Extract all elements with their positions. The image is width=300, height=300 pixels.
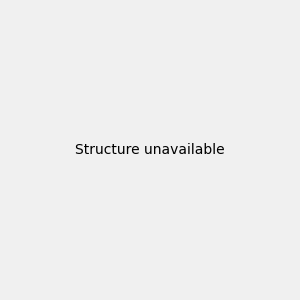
- Text: Structure unavailable: Structure unavailable: [75, 143, 225, 157]
